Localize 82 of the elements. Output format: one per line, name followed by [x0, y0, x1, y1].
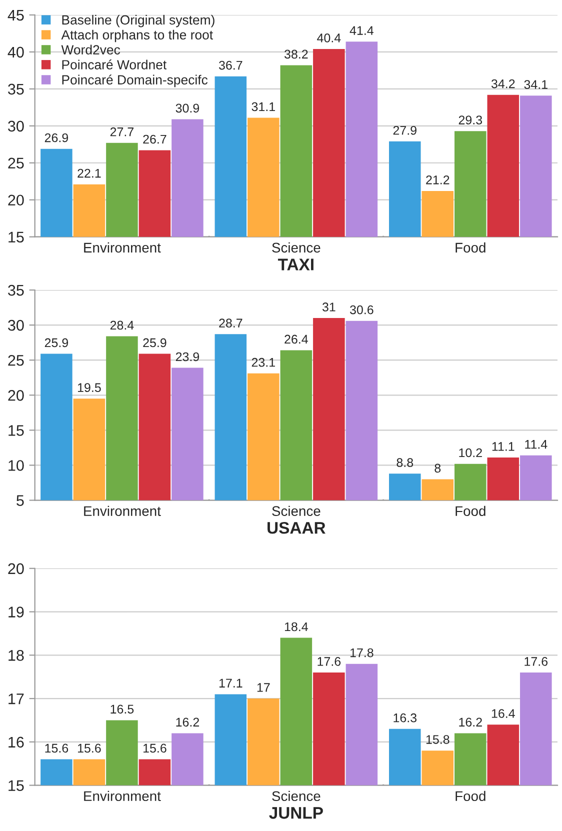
data-label: 8.8	[396, 458, 414, 467]
data-label: 16.2	[176, 718, 199, 727]
data-label: 16.5	[110, 704, 134, 714]
data-label: 11.4	[525, 440, 548, 449]
data-label: 8	[434, 464, 441, 473]
y-tick-label: 15	[8, 425, 24, 436]
data-label: 21.2	[426, 175, 450, 184]
data-label: 17	[257, 683, 270, 692]
data-label: 17.1	[219, 678, 242, 688]
data-label: 16.3	[394, 713, 417, 722]
x-axis-title: TAXI	[278, 258, 314, 270]
data-label: 16.4	[492, 709, 515, 718]
x-tick-label: Food	[456, 790, 486, 802]
x-tick-label: Environment	[84, 506, 161, 516]
y-tick-label: 10	[8, 460, 24, 471]
x-tick-label: Science	[272, 506, 320, 516]
data-label: 38.2	[284, 50, 308, 59]
y-tick-label: 17	[8, 694, 24, 704]
y-tick-label: 30	[8, 320, 24, 331]
y-tick-label: 18	[8, 650, 24, 661]
data-label: 23.9	[176, 352, 200, 362]
y-tick-label: 40	[8, 46, 24, 58]
y-tick-label: 20	[8, 390, 24, 401]
data-label: 15.6	[45, 744, 68, 753]
data-label: 26.7	[143, 134, 166, 144]
data-label: 16.2	[459, 718, 482, 727]
data-label: 26.9	[44, 133, 68, 142]
y-tick-label: 25	[8, 158, 24, 169]
data-label: 28.7	[219, 318, 242, 328]
y-tick-label: 5	[16, 495, 24, 506]
y-tick-label: 30	[8, 120, 24, 132]
legend-label: Baseline (Original system)	[62, 14, 214, 28]
x-tick-label: Food	[456, 506, 486, 516]
y-tick-label: 15	[8, 232, 24, 243]
y-tick-label: 25	[8, 354, 24, 366]
data-label: 15.6	[143, 744, 166, 753]
data-label: 17.8	[350, 648, 374, 658]
y-tick-label: 20	[8, 194, 24, 206]
x-tick-label: Science	[272, 242, 320, 253]
data-label: 30.9	[176, 104, 200, 113]
y-tick-label: 19	[8, 606, 24, 618]
data-label: 29.3	[458, 116, 482, 124]
legend-label: Attach orphans to the root	[61, 30, 213, 42]
data-label: 11.1	[492, 442, 514, 451]
data-label: 15.8	[426, 735, 450, 744]
y-tick-label: 35	[8, 284, 24, 296]
data-label: 34.1	[524, 80, 548, 89]
y-tick-label: 20	[8, 563, 24, 574]
y-tick-label: 15	[8, 780, 24, 791]
data-label: 31	[322, 302, 336, 312]
data-label: 36.7	[218, 60, 242, 70]
y-tick-label: 16	[8, 736, 24, 748]
x-tick-label: Food	[456, 242, 486, 253]
data-label: 34.2	[491, 79, 515, 88]
data-label: 10.2	[459, 448, 482, 458]
x-tick-label: Environment	[84, 242, 161, 253]
data-label: 18.4	[284, 622, 308, 632]
legend-label: Word2vec	[61, 44, 120, 54]
legend-label: Poincaré Domain-specifc	[62, 74, 208, 88]
data-label: 15.6	[78, 744, 101, 753]
x-axis-title: JUNLP	[269, 807, 323, 819]
data-label: 25.9	[44, 338, 68, 348]
data-label: 26.4	[284, 334, 308, 344]
data-label: 17.6	[318, 657, 341, 666]
data-label: 27.9	[393, 126, 416, 135]
legend-label: Poincaré Wordnet	[62, 60, 167, 70]
data-label: 28.4	[110, 320, 134, 330]
x-tick-label: Science	[272, 790, 320, 802]
data-label: 22.1	[78, 168, 101, 178]
x-axis-title: USAAR	[268, 522, 326, 534]
data-label: 27.7	[110, 127, 134, 136]
y-tick-label: 45	[8, 10, 24, 21]
data-label: 23.1	[252, 358, 275, 367]
y-tick-label: 35	[8, 84, 24, 95]
x-tick-label: Environment	[84, 790, 161, 802]
data-label: 40.4	[317, 33, 341, 42]
data-label: 17.6	[524, 657, 548, 666]
data-label: 31.1	[252, 102, 275, 112]
data-label: 41.4	[350, 26, 374, 35]
data-label: 25.9	[143, 338, 166, 348]
data-label: 30.6	[350, 305, 374, 314]
data-label: 19.5	[78, 383, 101, 392]
